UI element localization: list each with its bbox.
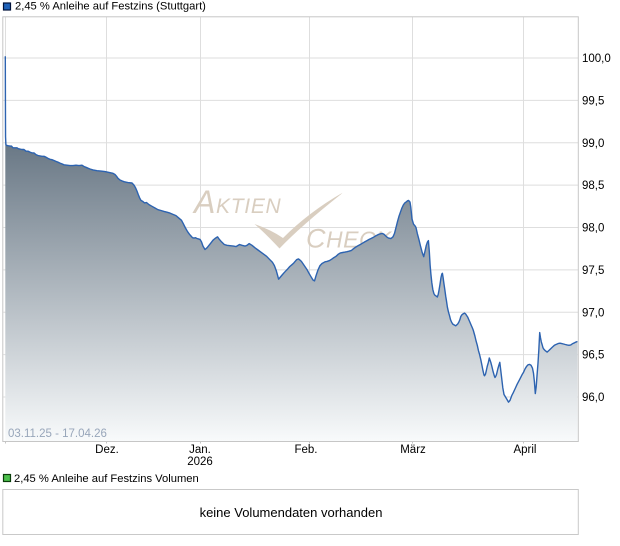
svg-text:97,5: 97,5 [582,265,604,277]
svg-text:Dez.: Dez. [95,444,119,456]
svg-text:2026: 2026 [187,456,213,468]
svg-text:96,0: 96,0 [582,392,604,404]
svg-text:März: März [400,444,426,456]
svg-text:keine Volumendaten vorhanden: keine Volumendaten vorhanden [200,505,383,520]
svg-text:96,5: 96,5 [582,350,604,362]
svg-text:98,5: 98,5 [582,180,604,192]
svg-text:April: April [513,444,536,456]
svg-text:2,45 % Anleihe auf Festzins Vo: 2,45 % Anleihe auf Festzins Volumen [14,473,199,485]
svg-text:Feb.: Feb. [294,444,317,456]
svg-text:100,0: 100,0 [582,53,611,65]
svg-text:Jan.: Jan. [189,444,211,456]
svg-text:99,5: 99,5 [582,95,604,107]
svg-text:97,0: 97,0 [582,307,604,319]
svg-text:03.11.25 - 17.04.26: 03.11.25 - 17.04.26 [8,428,107,440]
svg-text:98,0: 98,0 [582,223,604,235]
svg-text:99,0: 99,0 [582,138,604,150]
svg-text:2,45 % Anleihe auf Festzins (S: 2,45 % Anleihe auf Festzins (Stuttgart) [15,1,206,13]
